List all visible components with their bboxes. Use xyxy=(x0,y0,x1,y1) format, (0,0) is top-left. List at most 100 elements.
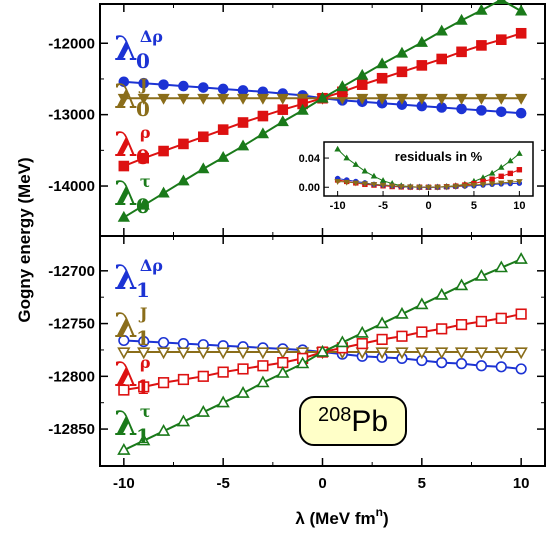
top-data-point xyxy=(138,77,150,89)
top-data-point xyxy=(455,13,468,25)
bottom-data-point xyxy=(138,381,150,393)
bottom-series-green xyxy=(117,252,528,455)
badge-element: Pb xyxy=(351,405,388,438)
bottom-data-point xyxy=(256,375,270,388)
bottom-data-point xyxy=(295,356,310,369)
top-data-point xyxy=(198,131,209,143)
top-data-point xyxy=(456,103,467,115)
bottom-data-point xyxy=(494,347,508,360)
bottom-data-point xyxy=(157,336,170,349)
inset-data-point xyxy=(461,183,469,190)
inset-data-point xyxy=(497,163,505,170)
top-data-point xyxy=(395,93,409,105)
bottom-data-point xyxy=(138,335,150,348)
bottom-data-point xyxy=(474,268,489,281)
bottom-data-point xyxy=(118,384,130,396)
top-data-point xyxy=(296,103,309,115)
inset-data-point xyxy=(425,184,432,191)
bottom-data-point xyxy=(335,335,350,348)
inset-x-tick-label: 0 xyxy=(425,200,431,212)
inset-data-point xyxy=(434,184,441,191)
top-legend-lambda: λ xyxy=(114,29,138,69)
top-data-point xyxy=(515,27,527,39)
bottom-legend-sup: J xyxy=(138,304,148,323)
bottom-legend-entry: λ Δρ 1 xyxy=(114,256,163,302)
bottom-data-point xyxy=(515,363,527,375)
top-data-point xyxy=(198,82,209,93)
inset-data-point xyxy=(388,183,396,190)
badge-text: 208Pb xyxy=(318,404,388,438)
bottom-legend-lambda: λ xyxy=(114,404,138,444)
top-data-point xyxy=(237,85,249,96)
bottom-x-tick-label: 10 xyxy=(513,475,530,492)
x-axis-label-sup: n xyxy=(376,505,383,519)
top-data-point xyxy=(177,93,190,105)
top-data-point xyxy=(395,46,409,58)
inset-data-point xyxy=(479,182,487,188)
top-data-point xyxy=(117,210,130,222)
bottom-data-point xyxy=(436,357,448,369)
inset-data-point xyxy=(507,157,514,164)
inset-data-point xyxy=(370,172,378,179)
inset-data-point xyxy=(370,182,378,188)
bottom-data-point xyxy=(216,395,230,408)
bottom-data-point xyxy=(118,334,130,347)
inset-x-tick-label: -5 xyxy=(378,200,388,212)
bottom-legend-lambda: λ xyxy=(114,355,138,395)
top-data-point xyxy=(197,162,210,174)
bottom-data-point xyxy=(474,347,489,360)
bottom-legend-lambda: λ xyxy=(114,258,138,298)
top-data-point xyxy=(276,93,289,105)
bottom-data-point xyxy=(356,338,368,350)
x-axis-label-end: ) xyxy=(383,509,389,528)
bottom-data-point xyxy=(415,347,429,360)
bottom-data-point xyxy=(137,433,151,446)
top-data-point xyxy=(117,93,130,105)
bottom-data-point xyxy=(375,316,389,329)
bottom-data-point xyxy=(415,297,429,310)
top-data-point xyxy=(178,138,189,150)
top-legend-sub: 0 xyxy=(136,49,150,73)
bottom-x-tick-label: 5 xyxy=(418,475,426,492)
top-data-point xyxy=(515,4,528,16)
top-data-point xyxy=(476,105,487,116)
bottom-data-point xyxy=(495,361,507,373)
bottom-data-point xyxy=(176,414,191,427)
top-y-tick-label: -13000 xyxy=(48,107,95,124)
top-data-point xyxy=(435,24,448,36)
bottom-legend-sup: ρ xyxy=(140,353,151,372)
inset-y-tick-label: 0.00 xyxy=(299,182,320,194)
top-data-point xyxy=(237,117,249,128)
top-data-point xyxy=(256,127,270,139)
top-data-point xyxy=(356,68,369,80)
bottom-data-point xyxy=(236,386,250,398)
bottom-data-point xyxy=(376,333,388,345)
legend-bottom: λ Δρ 1λ J 1λ ρ 1λ τ 1 xyxy=(114,256,163,448)
bottom-data-point xyxy=(454,278,469,291)
bottom-data-point xyxy=(156,424,171,436)
top-legend-sup: τ xyxy=(140,172,151,191)
top-data-point xyxy=(178,80,189,92)
top-data-point xyxy=(217,83,229,95)
top-data-point xyxy=(118,76,130,88)
top-legend-sub: 0 xyxy=(136,97,150,121)
inset-data-point xyxy=(516,179,523,185)
bottom-data-point xyxy=(455,358,468,370)
inset-data-point xyxy=(489,176,495,182)
inset-data-point xyxy=(452,184,460,190)
top-data-point xyxy=(455,93,468,105)
top-data-point xyxy=(217,124,229,135)
inset-x-tick-label: 5 xyxy=(471,200,477,212)
inset-data-point xyxy=(470,182,478,189)
inset-data-point xyxy=(352,161,360,167)
top-legend-sup: Δρ xyxy=(140,27,163,46)
bottom-legend-sup: τ xyxy=(140,402,151,421)
inset-data-point xyxy=(334,179,341,185)
top-data-point xyxy=(257,110,269,122)
bottom-x-tick-label: -5 xyxy=(216,475,229,492)
top-data-point xyxy=(316,91,329,103)
inset-title: residuals in % xyxy=(395,149,483,164)
